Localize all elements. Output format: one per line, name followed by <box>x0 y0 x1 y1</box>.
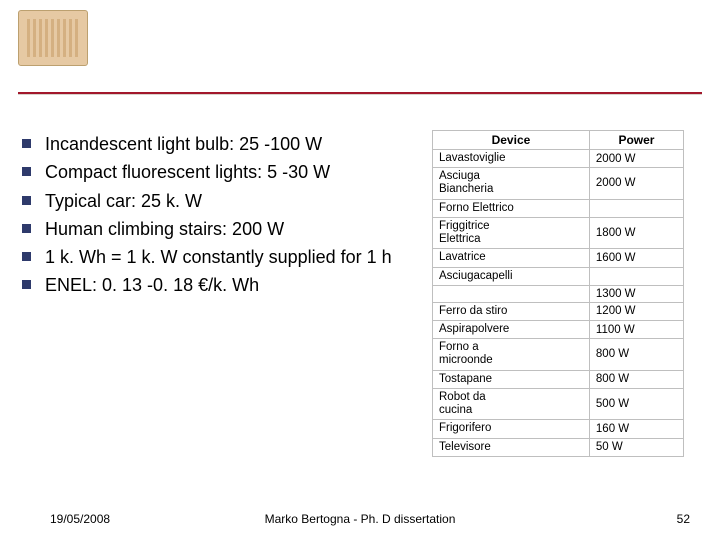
power-cell: 50 W <box>589 438 683 456</box>
bullet-square-icon <box>22 224 31 233</box>
table-row: FriggitriceElettrica1800 W <box>433 217 684 248</box>
device-cell: Ferro da stiro <box>433 302 590 320</box>
device-cell: Robot dacucina <box>433 388 590 419</box>
bullet-list: Incandescent light bulb: 25 -100 W Compac… <box>20 132 420 298</box>
bullet-item: 1 k. Wh = 1 k. W constantly supplied for… <box>20 245 420 269</box>
table-row: Forno amicroonde800 W <box>433 339 684 370</box>
power-cell: 2000 W <box>589 168 683 199</box>
logo-image <box>18 10 88 66</box>
bullet-item: Typical car: 25 k. W <box>20 189 420 213</box>
power-cell: 500 W <box>589 388 683 419</box>
table-row: Asciugacapelli <box>433 267 684 285</box>
device-cell: Frigorifero <box>433 420 590 438</box>
content-area: Incandescent light bulb: 25 -100 W Compac… <box>20 130 700 490</box>
bullet-square-icon <box>22 252 31 261</box>
bullet-square-icon <box>22 167 31 176</box>
device-cell: AsciugaBiancheria <box>433 168 590 199</box>
footer-center: Marko Bertogna - Ph. D dissertation <box>0 512 720 526</box>
footer: 19/05/2008 Marko Bertogna - Ph. D disser… <box>0 512 720 526</box>
power-cell: 1600 W <box>589 249 683 267</box>
device-cell: Forno Elettrico <box>433 199 590 217</box>
device-power-table: Device Power Lavastoviglie2000 WAsciugaB… <box>432 130 684 457</box>
table-row: Televisore50 W <box>433 438 684 456</box>
device-cell: Asciugacapelli <box>433 267 590 285</box>
device-cell: Lavastoviglie <box>433 150 590 168</box>
power-cell: 1800 W <box>589 217 683 248</box>
bullet-list-container: Incandescent light bulb: 25 -100 W Compac… <box>20 130 420 490</box>
bullet-square-icon <box>22 196 31 205</box>
table-row: Lavastoviglie2000 W <box>433 150 684 168</box>
bullet-text: Compact fluorescent lights: 5 -30 W <box>45 160 330 184</box>
power-cell: 1200 W <box>589 302 683 320</box>
device-cell: Forno amicroonde <box>433 339 590 370</box>
device-cell: Televisore <box>433 438 590 456</box>
table-row: Lavatrice1600 W <box>433 249 684 267</box>
bullet-square-icon <box>22 139 31 148</box>
device-table-container: Device Power Lavastoviglie2000 WAsciugaB… <box>432 130 684 490</box>
bullet-square-icon <box>22 280 31 289</box>
table-row: AsciugaBiancheria2000 W <box>433 168 684 199</box>
power-cell: 1300 W <box>589 285 683 302</box>
table-row: Ferro da stiro1200 W <box>433 302 684 320</box>
table-header-device: Device <box>433 131 590 150</box>
bullet-item: Human climbing stairs: 200 W <box>20 217 420 241</box>
device-cell: Aspirapolvere <box>433 320 590 338</box>
table-row: 1300 W <box>433 285 684 302</box>
bullet-item: Incandescent light bulb: 25 -100 W <box>20 132 420 156</box>
header-rule <box>18 92 702 95</box>
device-cell: Tostapane <box>433 370 590 388</box>
power-cell <box>589 199 683 217</box>
device-cell <box>433 285 590 302</box>
rule-shadow <box>18 94 702 96</box>
bullet-text: Incandescent light bulb: 25 -100 W <box>45 132 322 156</box>
bullet-text: Typical car: 25 k. W <box>45 189 202 213</box>
bullet-text: 1 k. Wh = 1 k. W constantly supplied for… <box>45 245 392 269</box>
device-cell: FriggitriceElettrica <box>433 217 590 248</box>
bullet-text: Human climbing stairs: 200 W <box>45 217 284 241</box>
power-cell <box>589 267 683 285</box>
table-row: Robot dacucina500 W <box>433 388 684 419</box>
table-row: Forno Elettrico <box>433 199 684 217</box>
table-row: Tostapane800 W <box>433 370 684 388</box>
bullet-item: Compact fluorescent lights: 5 -30 W <box>20 160 420 184</box>
power-cell: 800 W <box>589 370 683 388</box>
table-header-power: Power <box>589 131 683 150</box>
header <box>18 10 702 66</box>
bullet-item: ENEL: 0. 13 -0. 18 €/k. Wh <box>20 273 420 297</box>
table-row: Aspirapolvere1100 W <box>433 320 684 338</box>
power-cell: 1100 W <box>589 320 683 338</box>
bullet-text: ENEL: 0. 13 -0. 18 €/k. Wh <box>45 273 259 297</box>
power-cell: 2000 W <box>589 150 683 168</box>
power-cell: 160 W <box>589 420 683 438</box>
device-cell: Lavatrice <box>433 249 590 267</box>
table-row: Frigorifero160 W <box>433 420 684 438</box>
power-cell: 800 W <box>589 339 683 370</box>
slide: Incandescent light bulb: 25 -100 W Compac… <box>0 0 720 540</box>
